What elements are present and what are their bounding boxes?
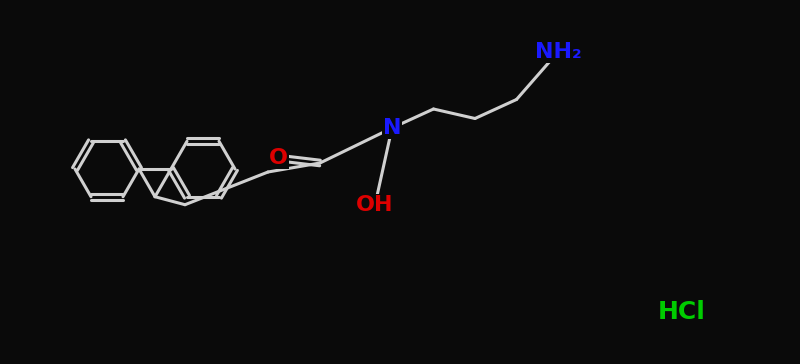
Text: N: N [382, 118, 402, 138]
Text: OH: OH [356, 195, 394, 215]
Text: O: O [269, 148, 287, 168]
Text: NH₂: NH₂ [534, 42, 582, 62]
Text: HCl: HCl [658, 300, 706, 324]
